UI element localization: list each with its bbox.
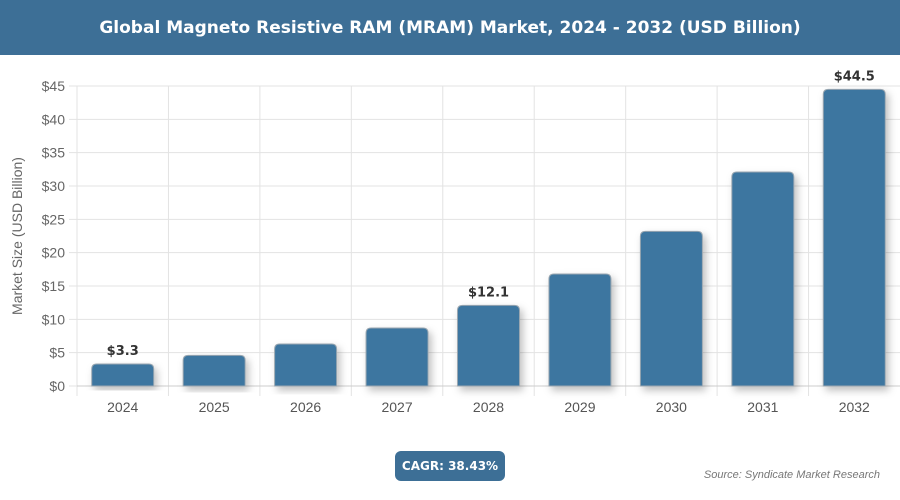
x-tick-label: 2027 [381,399,412,415]
x-tick-label: 2030 [656,399,687,415]
bar-2026 [274,343,338,387]
y-tick-label: $45 [42,78,66,94]
bar-2024 [91,363,155,387]
x-tick-label: 2025 [199,399,230,415]
source-note: Source: Syndicate Market Research [703,469,880,481]
x-tick-label: 2031 [747,399,778,415]
chart-title: Global Magneto Resistive RAM (MRAM) Mark… [0,0,900,55]
y-tick-label: $35 [42,145,66,161]
y-tick-label: $25 [42,211,66,227]
y-tick-label: $30 [42,178,66,194]
cagr-badge: CAGR: 38.43% [395,451,505,481]
y-tick-label: $10 [42,311,66,327]
x-tick-label: 2026 [290,399,321,415]
x-tick-label: 2029 [564,399,595,415]
bar-2029 [548,273,612,387]
bar-chart: $0 $5 $10 $15 $20 $25 $30 $35 $40 $45 2024 $3.3 2025… [9,69,900,415]
bar-2025 [182,354,246,387]
bar-2032 [822,88,886,387]
bar-2031 [731,171,795,387]
x-tick-label: 2024 [107,399,138,415]
data-label: $44.5 [834,69,875,84]
bar-2030 [639,230,703,387]
bar-2028 [457,304,520,387]
y-tick-label: $0 [49,378,65,394]
y-tick-label: $40 [42,111,66,127]
data-label: $3.3 [107,344,139,359]
y-tick-label: $20 [42,245,66,261]
y-tick-label: $15 [42,278,66,294]
x-tick-label: 2032 [839,399,870,415]
y-axis-label: Market Size (USD Billion) [9,157,25,315]
x-tick-label: 2028 [473,399,504,415]
y-tick-label: $5 [49,345,65,361]
data-label: $12.1 [468,285,509,300]
bar-2027 [365,327,429,387]
